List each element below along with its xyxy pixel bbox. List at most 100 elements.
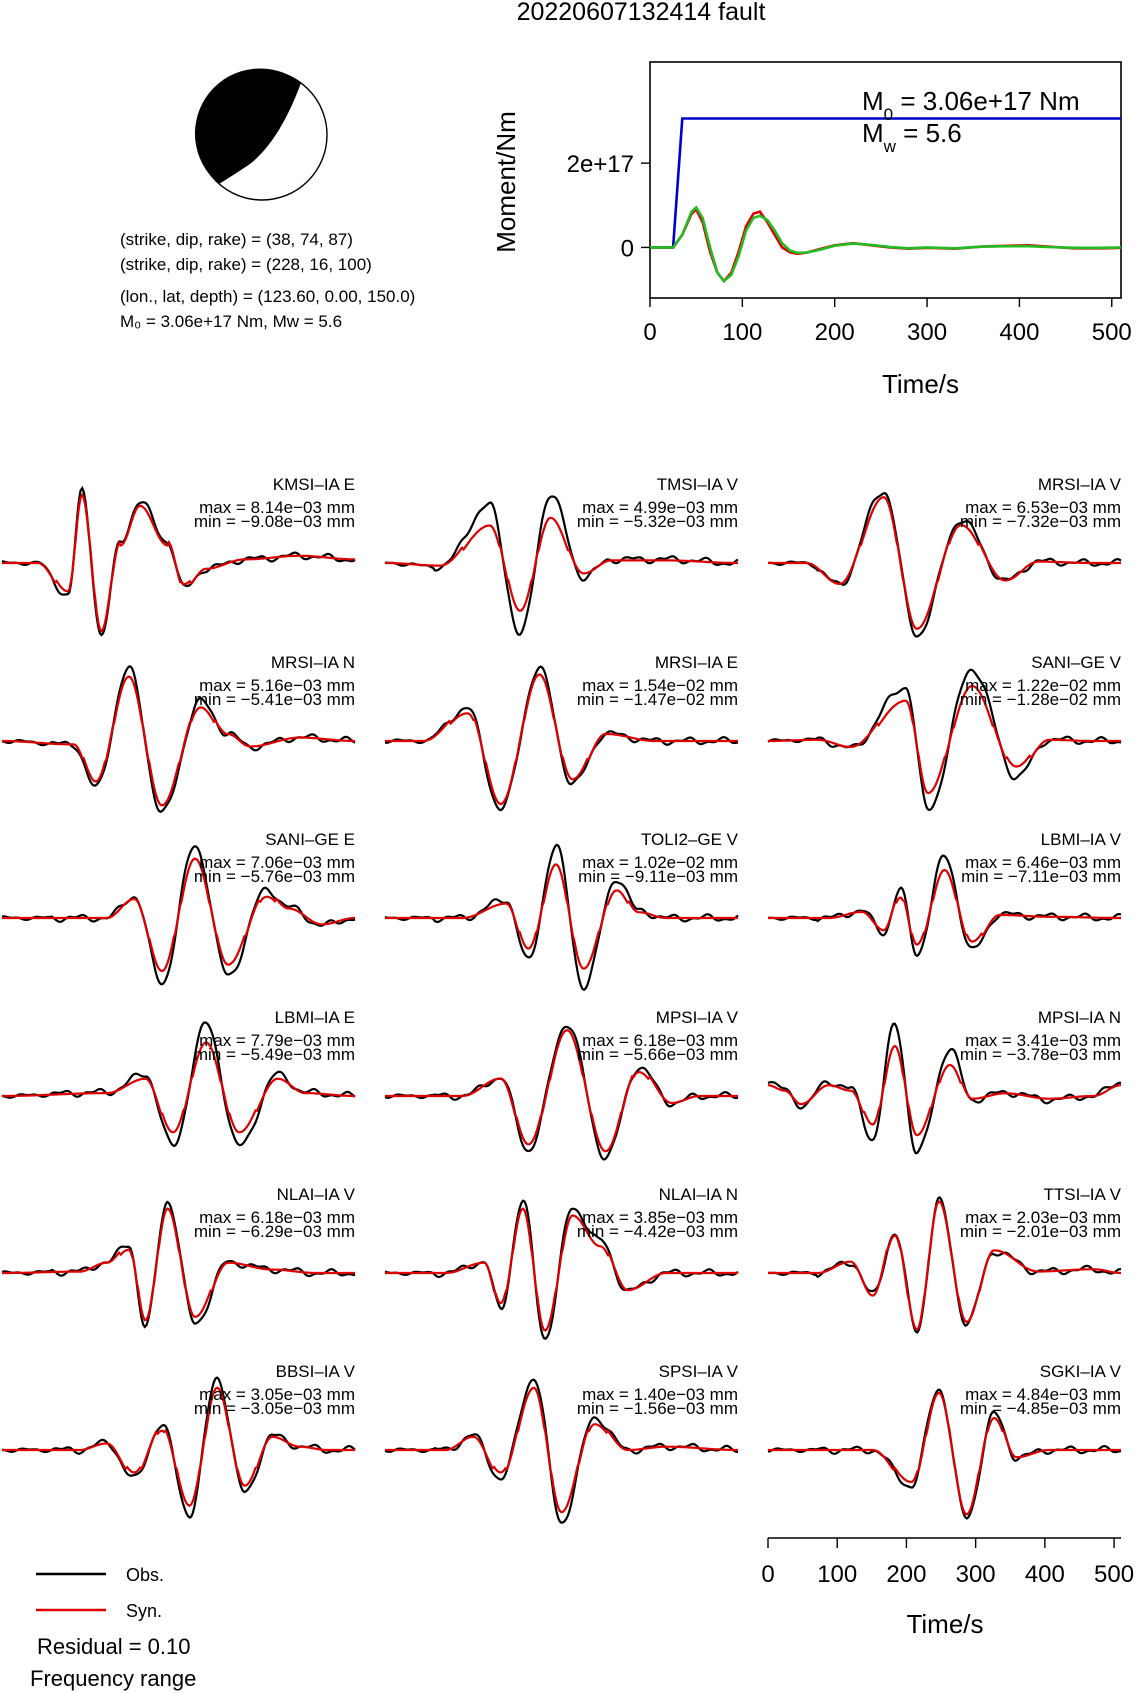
trace-min-label: min = −5.41e−03 mm bbox=[194, 690, 355, 709]
station-label: MRSI–IA V bbox=[1038, 475, 1122, 494]
synthetic-trace bbox=[2, 1041, 355, 1134]
trace-max-label: max = 6.53e−03 mm bbox=[965, 498, 1121, 517]
waveform-xtick-label: 500 bbox=[1094, 1561, 1134, 1588]
synthetic-trace bbox=[768, 684, 1121, 795]
moment-function-panel: 0 100 200 300 400 500 0 2e+17 Time/s Moment/Nm M0 … bbox=[491, 61, 1132, 399]
legend-obs-label: Obs. bbox=[126, 1565, 164, 1585]
trace-max-label: max = 3.41e−03 mm bbox=[965, 1031, 1121, 1050]
observed-trace bbox=[384, 1199, 739, 1340]
residual-label: Residual = 0.10 bbox=[37, 1634, 191, 1659]
trace-max-label: max = 6.18e−03 mm bbox=[582, 1031, 738, 1050]
moment-series-2 bbox=[650, 205, 1122, 283]
trace-max-label: max = 7.79e−03 mm bbox=[199, 1031, 355, 1050]
waveform-xtick-label: 100 bbox=[817, 1561, 857, 1588]
trace-min-label: min = −5.76e−03 mm bbox=[194, 867, 355, 886]
synthetic-trace bbox=[385, 1386, 738, 1514]
waveform-xtick-label: 0 bbox=[761, 1561, 774, 1588]
legend-syn-label: Syn. bbox=[126, 1601, 162, 1621]
synthetic-trace bbox=[767, 1044, 1122, 1137]
nodal-plane-1: (strike, dip, rake) = (38, 74, 87) bbox=[120, 230, 353, 249]
trace-max-label: max = 1.02e−02 mm bbox=[582, 853, 738, 872]
station-label: SGKI–IA V bbox=[1040, 1362, 1122, 1381]
trace-min-label: min = −7.11e−03 mm bbox=[961, 867, 1121, 886]
trace-min-label: min = −5.66e−03 mm bbox=[577, 1045, 738, 1064]
moment-xtick-label: 300 bbox=[907, 319, 947, 346]
station-label: SANI–GE V bbox=[1031, 653, 1121, 672]
station-label: MPSI–IA N bbox=[1038, 1008, 1121, 1027]
moment-xaxis-label: Time/s bbox=[882, 369, 959, 399]
station-label: LBMI–IA E bbox=[275, 1008, 355, 1027]
trace-min-label: min = −3.78e−03 mm bbox=[960, 1045, 1121, 1064]
moment-ytick-label: 2e+17 bbox=[567, 151, 634, 178]
synthetic-trace bbox=[2, 857, 355, 973]
trace-min-label: min = −1.28e−02 mm bbox=[960, 690, 1121, 709]
station-label: BBSI–IA V bbox=[276, 1362, 356, 1381]
synthetic-trace bbox=[768, 868, 1121, 946]
hypocenter-line: (lon., lat, depth) = (123.60, 0.00, 150.… bbox=[120, 287, 415, 306]
frequency-range-label: Frequency range bbox=[30, 1666, 196, 1691]
waveform-xtick-label: 200 bbox=[886, 1561, 926, 1588]
trace-max-label: max = 3.05e−03 mm bbox=[199, 1385, 355, 1404]
seismic-moment-annotation: M0 = 3.06e+17 Nm bbox=[862, 86, 1080, 124]
trace-max-label: max = 4.99e−03 mm bbox=[582, 498, 738, 517]
waveform-xtick-label: 400 bbox=[1025, 1561, 1065, 1588]
nodal-plane-2: (strike, dip, rake) = (228, 16, 100) bbox=[120, 255, 372, 274]
station-label: TOLI2–GE V bbox=[641, 830, 739, 849]
synthetic-trace bbox=[385, 673, 738, 806]
waveform-xtick-label: 300 bbox=[956, 1561, 996, 1588]
synthetic-trace bbox=[2, 675, 355, 807]
trace-min-label: min = −1.47e−02 mm bbox=[577, 690, 738, 709]
beachball-compressional-quadrant bbox=[194, 68, 301, 184]
station-label: MPSI–IA V bbox=[656, 1008, 739, 1027]
trace-max-label: max = 2.03e−03 mm bbox=[965, 1208, 1121, 1227]
trace-max-label: max = 5.16e−03 mm bbox=[199, 676, 355, 695]
station-label: MRSI–IA N bbox=[271, 653, 355, 672]
moment-xtick-label: 500 bbox=[1092, 319, 1132, 346]
trace-max-label: max = 7.06e−03 mm bbox=[199, 853, 355, 872]
trace-min-label: min = −1.56e−03 mm bbox=[577, 1399, 738, 1418]
trace-min-label: min = −4.42e−03 mm bbox=[577, 1222, 738, 1241]
station-label: LBMI–IA V bbox=[1041, 830, 1122, 849]
station-label: SPSI–IA V bbox=[659, 1362, 739, 1381]
trace-max-label: max = 4.84e−03 mm bbox=[965, 1385, 1121, 1404]
synthetic-trace bbox=[768, 1200, 1121, 1331]
moment-xtick-label: 100 bbox=[722, 319, 762, 346]
moment-magnitude-annotation: Mw = 5.6 bbox=[862, 118, 962, 156]
synthetic-trace bbox=[385, 516, 738, 612]
synthetic-trace bbox=[768, 1391, 1121, 1516]
waveform-legend: Obs. Syn. bbox=[36, 1565, 164, 1621]
moment-xtick-label: 400 bbox=[999, 319, 1039, 346]
synthetic-trace bbox=[385, 863, 738, 970]
station-label: NLAI–IA V bbox=[277, 1185, 356, 1204]
synthetic-trace bbox=[768, 496, 1121, 630]
synthetic-trace bbox=[385, 1207, 738, 1332]
trace-min-label: min = −5.32e−03 mm bbox=[577, 512, 738, 531]
station-label: KMSI–IA E bbox=[273, 475, 355, 494]
trace-max-label: max = 6.18e−03 mm bbox=[199, 1208, 355, 1227]
waveform-xaxis-label: Time/s bbox=[906, 1609, 983, 1639]
synthetic-trace bbox=[385, 1029, 738, 1153]
trace-max-label: max = 1.40e−03 mm bbox=[582, 1385, 738, 1404]
trace-max-label: max = 1.54e−02 mm bbox=[582, 676, 738, 695]
moment-magnitude-line: M₀ = 3.06e+17 Nm, Mw = 5.6 bbox=[120, 312, 342, 331]
synthetic-trace bbox=[2, 1386, 355, 1507]
moment-plot-frame bbox=[649, 61, 1122, 299]
waveform-time-axis: 0 100 200 300 400 500 Time/s bbox=[761, 1537, 1134, 1639]
synthetic-trace bbox=[2, 1207, 355, 1322]
trace-min-label: min = −2.01e−03 mm bbox=[960, 1222, 1121, 1241]
observed-trace bbox=[768, 854, 1122, 958]
station-label: TTSI–IA V bbox=[1044, 1185, 1122, 1204]
